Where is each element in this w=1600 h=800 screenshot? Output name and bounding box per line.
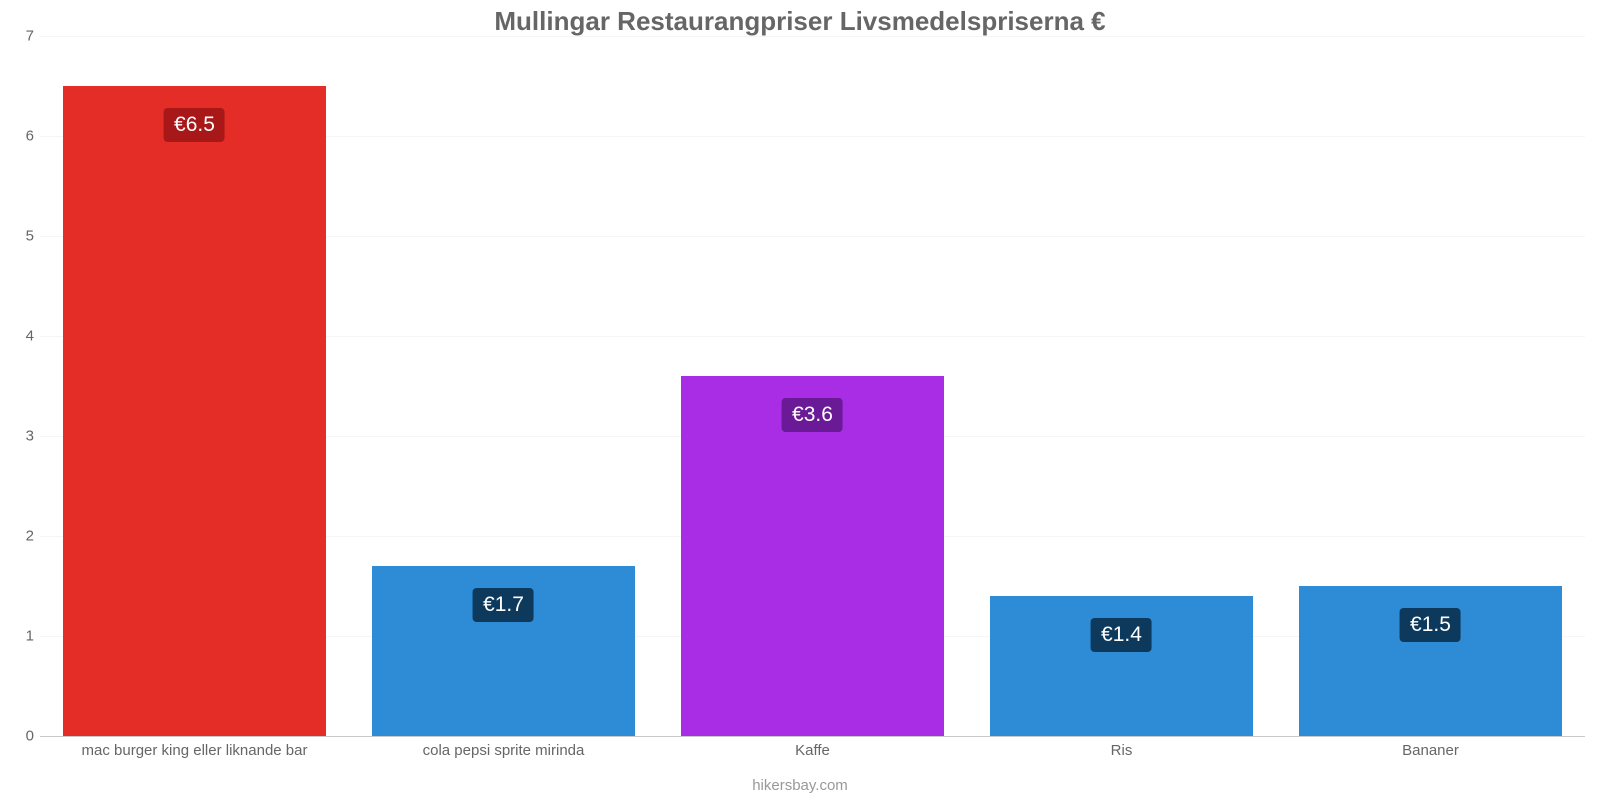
- chart-title: Mullingar Restaurangpriser Livsmedelspri…: [0, 6, 1600, 37]
- y-tick-label: 7: [12, 28, 34, 45]
- bar: €1.5: [1299, 586, 1562, 736]
- y-tick-label: 0: [12, 728, 34, 745]
- bar: €1.4: [990, 596, 1253, 736]
- plot-area: 01234567€6.5mac burger king eller liknan…: [40, 36, 1585, 736]
- bar-value-badge: €6.5: [164, 108, 225, 142]
- bar-value-badge: €1.5: [1400, 608, 1461, 642]
- y-tick-label: 5: [12, 228, 34, 245]
- attribution-text: hikersbay.com: [0, 777, 1600, 794]
- grid-line: [40, 36, 1585, 37]
- y-tick-label: 3: [12, 428, 34, 445]
- price-bar-chart: Mullingar Restaurangpriser Livsmedelspri…: [0, 0, 1600, 800]
- x-tick-label: Bananer: [1402, 742, 1459, 759]
- x-tick-label: cola pepsi sprite mirinda: [423, 742, 585, 759]
- y-tick-label: 4: [12, 328, 34, 345]
- bar: €1.7: [372, 566, 635, 736]
- x-tick-label: mac burger king eller liknande bar: [82, 742, 308, 759]
- y-tick-label: 1: [12, 628, 34, 645]
- y-tick-label: 6: [12, 128, 34, 145]
- bar-value-badge: €3.6: [782, 398, 843, 432]
- bar-value-badge: €1.4: [1091, 618, 1152, 652]
- bar-value-badge: €1.7: [473, 588, 534, 622]
- x-tick-label: Ris: [1111, 742, 1133, 759]
- bar: €3.6: [681, 376, 944, 736]
- bar: €6.5: [63, 86, 326, 736]
- x-tick-label: Kaffe: [795, 742, 830, 759]
- y-tick-label: 2: [12, 528, 34, 545]
- x-axis-line: [40, 736, 1585, 737]
